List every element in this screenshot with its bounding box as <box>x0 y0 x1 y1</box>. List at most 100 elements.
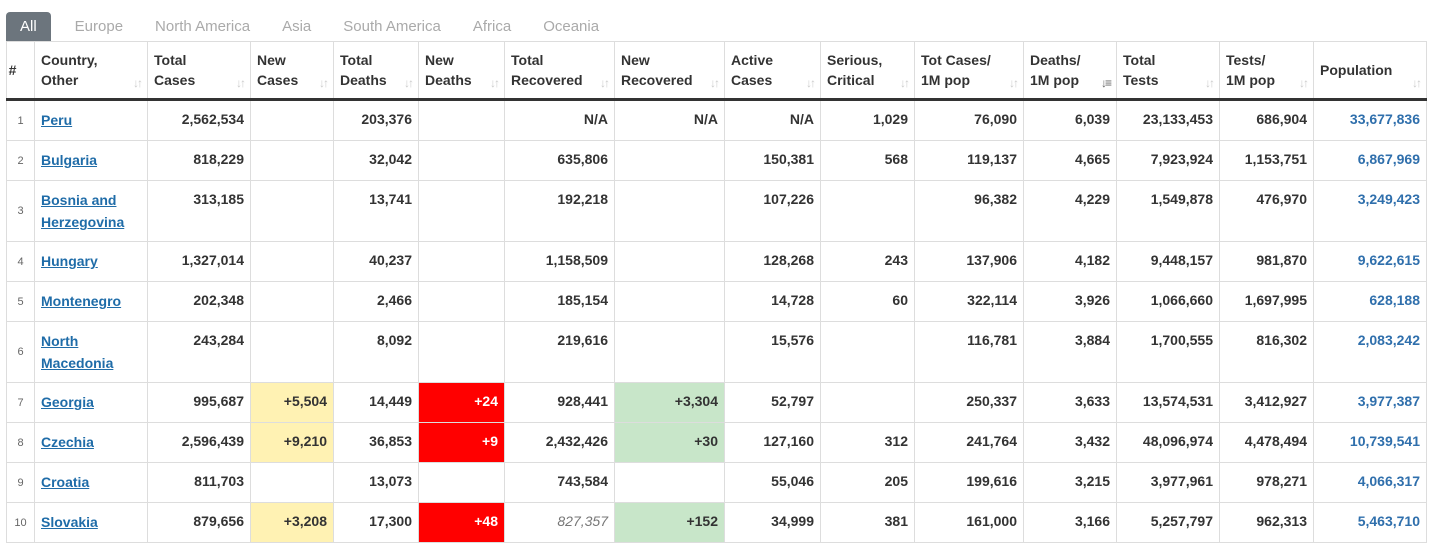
col-deaths-per-1m-cell: 3,884 <box>1023 321 1117 383</box>
col-population-header[interactable]: Population ↓↑ <box>1313 41 1427 101</box>
col-new-deaths-cell: +24 <box>418 382 505 423</box>
tab-north-america[interactable]: North America <box>155 18 251 35</box>
country-link[interactable]: Montenegro <box>41 293 122 309</box>
col-country-cell: Croatia <box>34 462 148 503</box>
col-active-cases-cell: 150,381 <box>724 140 821 181</box>
sort-icon[interactable]: ↓↑ <box>319 76 329 90</box>
sort-icon[interactable]: ↓↑ <box>1205 76 1215 90</box>
sort-icon[interactable]: ↓↑ <box>600 76 610 90</box>
col-tests-per-1m-cell: 4,478,494 <box>1219 422 1314 463</box>
col-total-tests-header[interactable]: Total Tests ↓↑ <box>1116 41 1220 101</box>
table-row: 9 Croatia 811,703 13,073 743,584 55,046 205 199… <box>6 462 1427 503</box>
col-new-deaths-cell <box>418 321 505 383</box>
col-total-tests-cell: 1,700,555 <box>1116 321 1220 383</box>
col-country-header[interactable]: Country, Other ↓↑ <box>34 41 148 101</box>
col-new-cases-cell <box>250 462 334 503</box>
header-label-line1: Country, <box>41 52 98 68</box>
country-link[interactable]: Bosnia and Herzegovina <box>41 192 125 230</box>
sort-icon[interactable]: ↓↑ <box>1412 76 1422 90</box>
sort-icon[interactable]: ↓↑ <box>490 76 500 90</box>
header-label-line2: Deaths <box>340 72 387 88</box>
country-link[interactable]: Croatia <box>41 474 90 490</box>
col-active-cases-cell: 55,046 <box>724 462 821 503</box>
col-total-deaths-header[interactable]: Total Deaths ↓↑ <box>333 41 419 101</box>
sort-icon[interactable]: ↓↑ <box>806 76 816 90</box>
col-total-recovered-cell: 192,218 <box>504 180 615 242</box>
country-link[interactable]: Czechia <box>41 434 94 450</box>
tab-africa[interactable]: Africa <box>472 18 512 35</box>
col-population-cell: 3,249,423 <box>1313 180 1427 242</box>
col-active-cases-cell: 15,576 <box>724 321 821 383</box>
col-total-cases-header[interactable]: Total Cases ↓↑ <box>147 41 251 101</box>
col-total-deaths-cell: 203,376 <box>333 99 419 141</box>
col-cases-per-1m-cell: 76,090 <box>914 99 1024 141</box>
col-active-cases-cell: 52,797 <box>724 382 821 423</box>
col-total-cases-cell: 202,348 <box>147 281 251 322</box>
col-new-cases-header[interactable]: New Cases ↓↑ <box>250 41 334 101</box>
header-label-line2: Critical <box>827 72 875 88</box>
sort-icon[interactable]: ↓↑ <box>404 76 414 90</box>
header-label-line2: Recovered <box>511 72 583 88</box>
col-tests-per-1m-header[interactable]: Tests/1M pop ↓↑ <box>1219 41 1314 101</box>
col-total-recovered-cell: 185,154 <box>504 281 615 322</box>
sort-icon[interactable]: ↓↑ <box>236 76 246 90</box>
tab-all[interactable]: All <box>6 12 51 42</box>
covid-table: # Country, Other ↓↑ Total Cases ↓↑ New Cases ↓↑ To… <box>6 41 1427 543</box>
col-new-cases-cell: +9,210 <box>250 422 334 463</box>
country-link[interactable]: North Macedonia <box>41 333 114 371</box>
table-row: 3 Bosnia and Herzegovina 313,185 13,741 192,… <box>6 180 1427 242</box>
header-label-line1: Tests/ <box>1226 52 1266 68</box>
col-new-recovered-header[interactable]: New Recovered ↓↑ <box>614 41 725 101</box>
country-link[interactable]: Slovakia <box>41 514 98 530</box>
sort-icon[interactable]: ↓↑ <box>900 76 910 90</box>
sort-icon[interactable]: ↓↑ <box>133 76 143 90</box>
col-deaths-per-1m-cell: 3,926 <box>1023 281 1117 322</box>
country-link[interactable]: Georgia <box>41 394 94 410</box>
col-deaths-per-1m-cell: 6,039 <box>1023 99 1117 141</box>
country-link[interactable]: Peru <box>41 112 73 128</box>
col-index-cell: 1 <box>6 99 35 141</box>
col-total-tests-cell: 13,574,531 <box>1116 382 1220 423</box>
col-new-deaths-header[interactable]: New Deaths ↓↑ <box>418 41 505 101</box>
col-cases-per-1m-cell: 199,616 <box>914 462 1024 503</box>
col-tests-per-1m-cell: 1,153,751 <box>1219 140 1314 181</box>
table-row: 6 North Macedonia 243,284 8,092 219,616 15,57… <box>6 321 1427 383</box>
table-row: 4 Hungary 1,327,014 40,237 1,158,509 128,268 2… <box>6 241 1427 282</box>
sort-icon[interactable]: ↓↑ <box>1299 76 1309 90</box>
col-serious-critical-header[interactable]: Serious, Critical ↓↑ <box>820 41 915 101</box>
header-label-line1: # <box>8 62 17 78</box>
col-cases-per-1m-cell: 241,764 <box>914 422 1024 463</box>
col-tests-per-1m-cell: 1,697,995 <box>1219 281 1314 322</box>
sort-icon[interactable]: ↓↑ <box>1009 76 1019 90</box>
country-link[interactable]: Hungary <box>41 253 98 269</box>
col-cases-per-1m-cell: 116,781 <box>914 321 1024 383</box>
header-label-line2: 1M pop <box>1030 72 1079 88</box>
sort-icon[interactable]: ↓↑ <box>710 76 720 90</box>
col-cases-per-1m-header[interactable]: Tot Cases/1M pop ↓↑ <box>914 41 1024 101</box>
col-deaths-per-1m-header[interactable]: Deaths/1M pop ↓≡ <box>1023 41 1117 101</box>
col-total-deaths-cell: 40,237 <box>333 241 419 282</box>
header-label-line1: Total <box>340 52 373 68</box>
col-deaths-per-1m-cell: 4,665 <box>1023 140 1117 181</box>
col-total-tests-cell: 3,977,961 <box>1116 462 1220 503</box>
col-population-cell: 9,622,615 <box>1313 241 1427 282</box>
col-total-cases-cell: 811,703 <box>147 462 251 503</box>
col-total-cases-cell: 818,229 <box>147 140 251 181</box>
header-label-line2: Cases <box>257 72 299 88</box>
country-link[interactable]: Bulgaria <box>41 152 98 168</box>
sort-desc-icon[interactable]: ↓≡ <box>1100 76 1112 90</box>
col-index-cell: 6 <box>6 321 35 383</box>
col-total-recovered-header[interactable]: Total Recovered ↓↑ <box>504 41 615 101</box>
col-active-cases-cell: 14,728 <box>724 281 821 322</box>
col-total-deaths-cell: 32,042 <box>333 140 419 181</box>
tab-south-america[interactable]: South America <box>343 18 441 35</box>
col-active-cases-header[interactable]: Active Cases ↓↑ <box>724 41 821 101</box>
tab-asia[interactable]: Asia <box>282 18 312 35</box>
col-new-deaths-cell <box>418 99 505 141</box>
col-total-recovered-cell: 635,806 <box>504 140 615 181</box>
tab-oceania[interactable]: Oceania <box>543 18 600 35</box>
col-index-cell: 3 <box>6 180 35 242</box>
tab-europe[interactable]: Europe <box>74 18 124 35</box>
header-label-line2: 1M pop <box>921 72 970 88</box>
header-label-line1: Deaths/ <box>1030 52 1081 68</box>
